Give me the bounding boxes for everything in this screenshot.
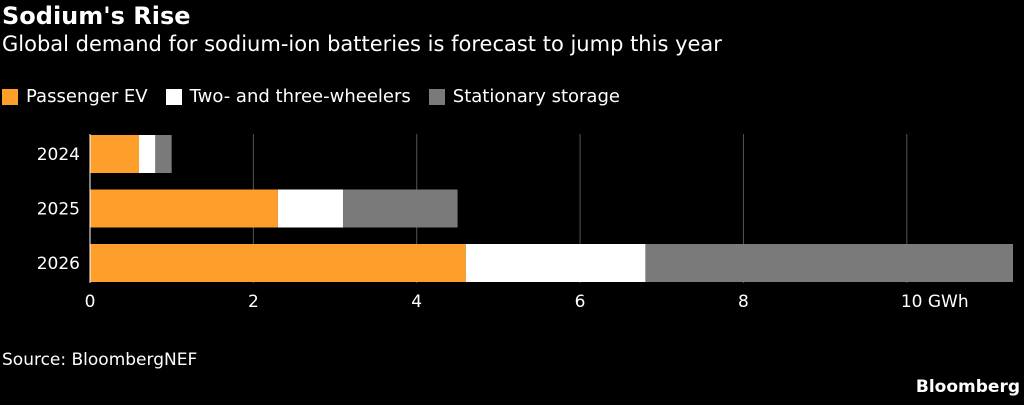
x-tick-label: 2 bbox=[248, 292, 259, 312]
y-category-label: 2026 bbox=[37, 254, 80, 274]
legend: Passenger EV Two- and three-wheelers Sta… bbox=[2, 86, 620, 107]
chart-subtitle: Global demand for sodium-ion batteries i… bbox=[2, 32, 722, 56]
bar-segment bbox=[90, 189, 278, 228]
bar-segment bbox=[343, 189, 458, 228]
legend-swatch bbox=[165, 88, 182, 105]
legend-label: Passenger EV bbox=[26, 86, 148, 107]
y-category-label: 2025 bbox=[37, 200, 80, 220]
legend-swatch bbox=[2, 88, 18, 105]
legend-label: Two- and three-wheelers bbox=[189, 86, 411, 107]
bar-segment bbox=[465, 244, 646, 282]
x-tick-label: 0 bbox=[85, 292, 96, 312]
legend-item-stationary-storage: Stationary storage bbox=[428, 86, 620, 107]
x-tick-label: 10 GWh bbox=[901, 292, 969, 312]
bar-segment bbox=[277, 189, 344, 228]
legend-item-passenger-ev: Passenger EV bbox=[2, 86, 148, 107]
bar-segment bbox=[139, 135, 156, 173]
bar-segment bbox=[90, 244, 466, 282]
legend-item-two-three-wheelers: Two- and three-wheelers bbox=[165, 86, 411, 107]
x-tick-label: 8 bbox=[738, 292, 749, 312]
bar-segment bbox=[155, 135, 172, 173]
legend-swatch bbox=[428, 88, 445, 105]
bar-segment bbox=[90, 135, 140, 173]
y-category-label: 2024 bbox=[37, 145, 80, 165]
chart-title: Sodium's Rise bbox=[2, 2, 191, 30]
bar-segment bbox=[645, 244, 1013, 282]
legend-label: Stationary storage bbox=[452, 86, 620, 107]
source-note: Source: BloombergNEF bbox=[2, 350, 198, 370]
x-tick-label: 6 bbox=[575, 292, 586, 312]
x-tick-label: 4 bbox=[411, 292, 422, 312]
bloomberg-logo: Bloomberg bbox=[915, 377, 1020, 397]
